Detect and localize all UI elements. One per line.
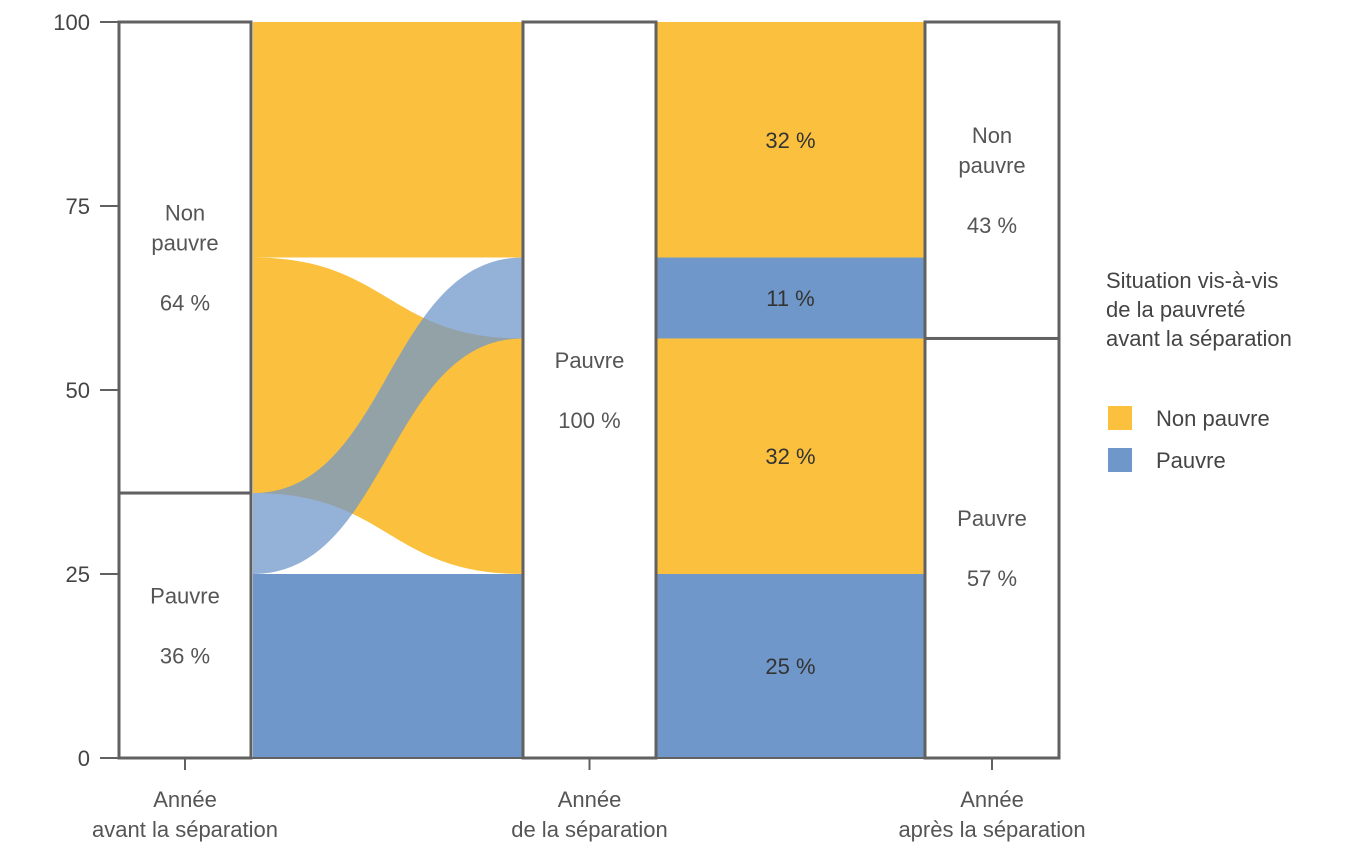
stage-bars-layer	[117, 20, 1061, 760]
y-tick-label-100: 100	[53, 10, 90, 35]
flow-left-non_pauvre-0	[253, 22, 523, 258]
stage-apres-segment-1-label-0: Pauvre	[957, 506, 1027, 531]
x-label-apres-1: après la séparation	[898, 817, 1085, 842]
stage-avant-segment-0	[117, 20, 253, 495]
stage-pendant-segment-0	[521, 20, 658, 760]
stage-apres-segment-0-label-0: Non	[972, 123, 1012, 148]
legend: Situation vis-à-vis de la pauvreté avant l…	[1106, 268, 1292, 473]
y-tick-label-50: 50	[66, 378, 90, 403]
flow-left-pauvre-3	[253, 574, 523, 758]
stage-pendant-segment-0-label-0: Pauvre	[555, 348, 625, 373]
stage-avant-segment-0-label-3: 64 %	[160, 291, 210, 316]
flow-right-label-3: 25 %	[765, 654, 815, 679]
stage-apres-segment-1-label-2: 57 %	[967, 566, 1017, 591]
legend-swatch-non_pauvre	[1108, 406, 1132, 430]
y-tick-label-25: 25	[66, 562, 90, 587]
y-tick-label-75: 75	[66, 194, 90, 219]
legend-swatch-pauvre	[1108, 448, 1132, 472]
stage-avant-segment-1-label-0: Pauvre	[150, 584, 220, 609]
x-label-avant-0: Année	[153, 787, 217, 812]
legend-title-0: Situation vis-à-vis	[1106, 268, 1278, 293]
flow-right-non_pauvre-2	[656, 338, 925, 574]
legend-label-pauvre: Pauvre	[1156, 448, 1226, 473]
flow-right-non_pauvre-0	[656, 22, 925, 258]
flow-right-label-1: 11 %	[766, 286, 815, 311]
flow-right-label-0: 32 %	[765, 128, 815, 153]
labels-layer: 32 % 11 % 32 % 25 % Non pauvre 64 % Pauvre 36 % A…	[92, 123, 1086, 842]
legend-label-non_pauvre: Non pauvre	[1156, 406, 1270, 431]
stage-avant-segment-1	[117, 491, 253, 760]
stage-apres-segment-0	[923, 20, 1061, 340]
y-tick-label-0: 0	[78, 746, 90, 771]
flow-left-pauvre-2	[253, 257, 523, 574]
legend-title-1: de la pauvreté	[1106, 297, 1245, 322]
stage-apres-segment-0-label-1: pauvre	[958, 153, 1025, 178]
stage-pendant-segment-0-label-2: 100 %	[558, 408, 620, 433]
stage-avant-segment-0-label-0: Non	[165, 201, 205, 226]
x-label-apres-0: Année	[960, 787, 1024, 812]
y-axis: 0 25 50 75 100	[53, 10, 1059, 771]
legend-title-2: avant la séparation	[1106, 326, 1292, 351]
flows-layer	[253, 22, 925, 758]
stage-avant-segment-1-label-2: 36 %	[160, 644, 210, 669]
stage-apres-segment-1	[923, 336, 1061, 760]
flow-right-pauvre-1	[656, 257, 925, 339]
x-label-avant-1: avant la séparation	[92, 817, 278, 842]
x-label-pendant-1: de la séparation	[511, 817, 668, 842]
flow-right-label-2: 32 %	[765, 444, 815, 469]
stage-apres-segment-0-label-3: 43 %	[967, 213, 1017, 238]
stage-avant-segment-0-label-1: pauvre	[151, 231, 218, 256]
flow-right-pauvre-3	[656, 574, 925, 758]
x-label-pendant-0: Année	[558, 787, 622, 812]
